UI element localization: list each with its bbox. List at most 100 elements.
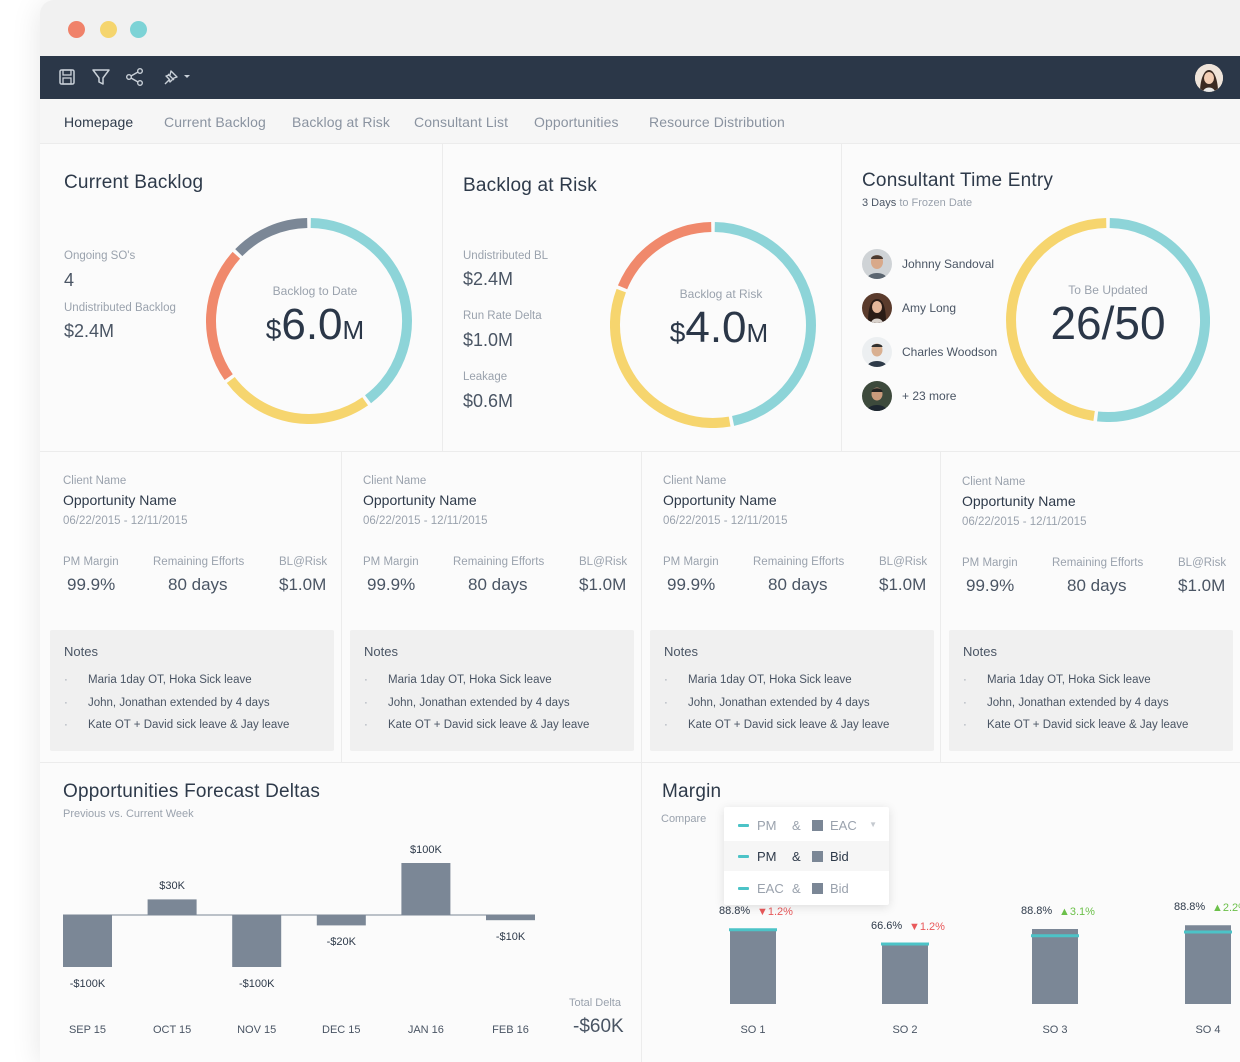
leakage-value: $0.6M [463,391,514,411]
tab-backlog-at-risk[interactable]: Backlog at Risk [292,114,390,130]
remaining-efforts-label: Remaining Efforts [753,556,845,568]
notes-title: Notes [64,644,98,659]
notes-title: Notes [664,644,698,659]
dropdown-option-selected[interactable]: PM & Bid [724,841,889,871]
note-item: · John, Jonathan extended by 4 days [664,697,870,709]
pm-marker-1 [881,942,929,946]
divider [40,762,1240,763]
margin-delta-label: ▲3.1% [1059,906,1095,918]
bl-at-risk-value: $1.0M [279,575,327,594]
panel-title: Consultant Time Entry [862,170,1054,191]
to-be-updated-value: 26/50 [1050,297,1166,349]
chevron-down-icon[interactable]: ▼ [869,820,877,829]
forecast-bar-2[interactable] [232,915,282,967]
opportunity-name[interactable]: Opportunity Name [663,492,777,508]
maximize-window-button[interactable] [130,21,147,38]
tab-consultant-list[interactable]: Consultant List [414,114,509,130]
filter-icon[interactable] [90,66,112,88]
remaining-efforts-label: Remaining Efforts [1052,557,1144,569]
tab-resource-distribution[interactable]: Resource Distribution [649,114,785,130]
panel-title: Opportunities Forecast Deltas [63,781,321,802]
consultant-name: + 23 more [902,389,957,403]
minimize-window-button[interactable] [100,21,117,38]
margin-bar-3[interactable] [1185,925,1231,1004]
margin-bar-1[interactable] [882,944,928,1004]
divider [641,451,642,762]
notes-box: Notes · Maria 1day OT, Hoka Sick leave · J… [350,630,634,751]
donut-center-label: Backlog at Risk [679,287,763,301]
leakage-label: Leakage [463,371,508,383]
date-range: 06/22/2015 - 12/11/2015 [363,515,488,527]
client-name: Client Name [63,475,127,487]
forecast-bar-4[interactable] [401,863,451,915]
donut-center-label: Backlog to Date [272,284,358,298]
bl-at-risk-label: BL@Risk [1178,557,1227,569]
forecast-bar-5[interactable] [486,915,535,921]
date-range: 06/22/2015 - 12/11/2015 [663,515,788,527]
forecast-bar-label: $30K [159,880,185,893]
date-range: 06/22/2015 - 12/11/2015 [962,516,1087,528]
pm-marker-0 [729,928,777,932]
margin-value-label: 88.8% [1174,901,1206,914]
bl-at-risk-value: $1.0M [1178,576,1226,595]
tab-opportunities[interactable]: Opportunities [534,114,619,130]
opportunity-name[interactable]: Opportunity Name [363,492,477,508]
ongoing-so-value: 4 [64,270,75,290]
margin-delta-label: ▼1.2% [909,921,945,933]
margin-bar-0[interactable] [730,929,776,1004]
forecast-bar-label: -$100K [238,978,275,990]
share-icon[interactable] [124,66,146,88]
pin-icon[interactable] [160,66,194,88]
margin-value-label: 66.6% [871,920,903,932]
total-delta-value: -$60K [573,1016,624,1037]
bar-swatch-icon [812,851,823,862]
notes-title: Notes [364,644,398,659]
note-item: · John, Jonathan extended by 4 days [364,697,570,709]
run-rate-delta-label: Run Rate Delta [463,310,542,322]
dropdown-option[interactable]: PM & EAC ▼ [724,810,889,840]
note-item: · Maria 1day OT, Hoka Sick leave [64,674,252,686]
tab-current-backlog[interactable]: Current Backlog [164,114,266,130]
pm-marker-2 [1031,934,1079,938]
forecast-bar-1[interactable] [147,899,197,915]
bl-at-risk-value: $1.0M [579,575,627,594]
close-window-button[interactable] [68,21,85,38]
forecast-bar-3[interactable] [316,915,366,926]
margin-bar-2[interactable] [1032,929,1078,1004]
pm-marker-3 [1184,930,1232,934]
panel-title: Current Backlog [64,172,204,193]
margin-x-tick: SO 1 [740,1024,766,1036]
note-item: · Maria 1day OT, Hoka Sick leave [364,674,552,686]
undistributed-backlog-label: Undistributed Backlog [64,302,176,314]
notes-box: Notes · Maria 1day OT, Hoka Sick leave · J… [50,630,334,751]
bl-at-risk-value: $1.0M [879,575,927,594]
note-item: · John, Jonathan extended by 4 days [64,697,270,709]
forecast-bar-label: -$20K [326,936,356,949]
app-window: Homepage Current Backlog Backlog at Risk… [40,0,1240,1062]
total-delta-label: Total Delta [569,997,621,1009]
ongoing-so-label: Ongoing SO's [64,250,136,262]
pm-line-icon [738,824,749,827]
opportunity-name[interactable]: Opportunity Name [63,492,177,508]
user-avatar[interactable] [1195,64,1223,92]
tab-homepage[interactable]: Homepage [64,114,134,130]
divider [40,451,1240,452]
note-item: · Maria 1day OT, Hoka Sick leave [963,674,1151,686]
compare-dropdown[interactable]: PM & EAC ▼ PM & Bid EAC & Bid [724,807,889,905]
risk-donut-chart [610,222,816,428]
date-range: 06/22/2015 - 12/11/2015 [63,515,188,527]
forecast-bar-0[interactable] [63,915,112,967]
pm-margin-label: PM Margin [962,557,1018,569]
divider [940,451,941,762]
remaining-efforts-value: 80 days [468,575,528,594]
avatar [862,337,892,367]
note-item: · Maria 1day OT, Hoka Sick leave [664,674,852,686]
forecast-x-tick: NOV 15 [237,1024,277,1036]
dropdown-option[interactable]: EAC & Bid [724,873,889,903]
bl-at-risk-label: BL@Risk [879,556,928,568]
opportunity-name[interactable]: Opportunity Name [962,493,1076,509]
run-rate-delta-value: $1.0M [463,330,514,350]
margin-x-tick: SO 2 [892,1024,918,1036]
save-icon[interactable] [56,66,78,88]
margin-value-label: 88.8% [1021,905,1053,917]
